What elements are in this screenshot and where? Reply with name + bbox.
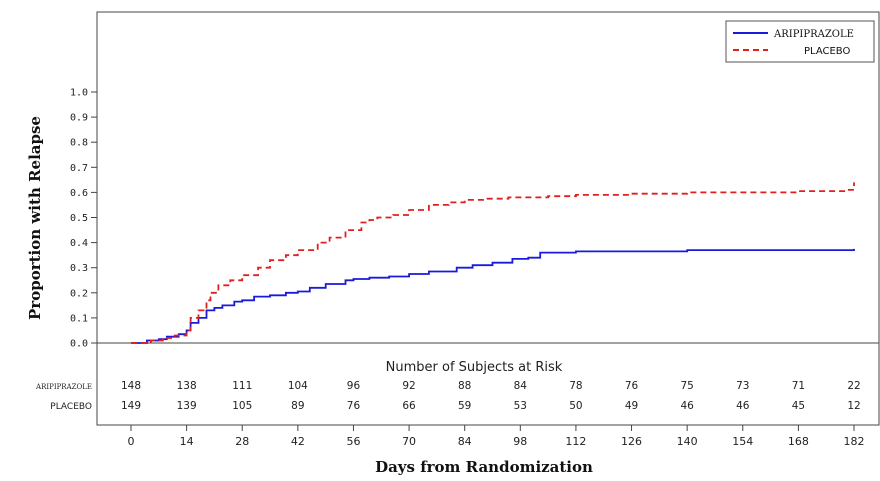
risk-count: 46: [736, 400, 750, 412]
risk-count: 49: [625, 400, 638, 412]
y-tick-label: 0.3: [70, 263, 88, 274]
y-tick-label: 0.5: [70, 213, 88, 224]
legend-box: [725, 20, 875, 63]
risk-count: 46: [680, 400, 694, 412]
x-tick-label: 140: [677, 435, 698, 448]
y-tick-label: 0.9: [70, 113, 88, 124]
y-tick-label: 1.0: [70, 88, 88, 99]
series-line-aripiprazole: [131, 248, 855, 344]
x-tick-label: 70: [402, 435, 416, 448]
plot-frame: [96, 11, 880, 426]
risk-count: 22: [847, 380, 860, 392]
y-tick-label: 0.8: [70, 138, 88, 149]
series-line-placebo: [131, 182, 855, 344]
x-tick-label: 168: [788, 435, 809, 448]
axes-layer: 0.0 0.1 0.2 0.3 0.4 0.5 0.6 0.7 0.8 0.9 1.0 0 14 28 42…: [35, 88, 864, 449]
x-tick-label: 0: [128, 435, 135, 448]
risk-count: 78: [569, 380, 582, 392]
risk-count: 104: [288, 380, 308, 392]
x-tick-label: 182: [844, 435, 865, 448]
risk-count: 66: [402, 400, 416, 412]
risk-count: 149: [121, 400, 141, 412]
x-tick-label: 28: [235, 435, 249, 448]
risk-count: 73: [736, 380, 749, 392]
risk-count: 92: [402, 380, 415, 392]
risk-count: 105: [232, 400, 252, 412]
risk-count: 53: [514, 400, 527, 412]
x-axis-label: Days from Randomization: [375, 458, 593, 476]
y-tick-label: 0.2: [70, 288, 88, 299]
risk-count: 84: [514, 380, 528, 392]
series-layer: [131, 182, 855, 344]
x-tick-label: 126: [621, 435, 642, 448]
risk-count: 76: [347, 400, 361, 412]
risk-count: 76: [625, 380, 639, 392]
risk-count: 71: [792, 380, 805, 392]
y-tick-label: 0.4: [70, 238, 88, 249]
risk-count: 50: [569, 400, 582, 412]
y-tick-label: 0.7: [70, 163, 88, 174]
x-tick-label: 112: [565, 435, 586, 448]
y-axis-label: Proportion with Relapse: [26, 116, 44, 320]
y-tick-label: 0.6: [70, 188, 88, 199]
legend: ARIPIPRAZOLE PLACEBO: [725, 20, 875, 63]
x-tick-label: 98: [513, 435, 527, 448]
x-tick-label: 14: [180, 435, 194, 448]
risk-count: 139: [177, 400, 197, 412]
risk-count: 111: [232, 380, 252, 392]
x-tick-label: 84: [458, 435, 472, 448]
legend-label-placebo: PLACEBO: [804, 46, 850, 57]
risk-count: 59: [458, 400, 471, 412]
risk-count: 96: [347, 380, 361, 392]
risk-count: 88: [458, 380, 471, 392]
y-tick-label: 0.1: [70, 313, 88, 324]
x-tick-label: 42: [291, 435, 305, 448]
risk-row-label: PLACEBO: [50, 402, 92, 412]
y-tick-label: 0.0: [70, 339, 88, 350]
x-tick-label: 154: [732, 435, 753, 448]
x-tick-label: 56: [346, 435, 360, 448]
risk-count: 45: [792, 400, 805, 412]
legend-label-aripiprazole: ARIPIPRAZOLE: [773, 29, 854, 40]
risk-count: 12: [847, 400, 860, 412]
risk-count: 148: [121, 380, 141, 392]
risk-count: 75: [680, 380, 693, 392]
risk-count: 89: [291, 400, 304, 412]
risk-row-label: ARIPIPRAZOLE: [35, 383, 92, 391]
risk-table-title: Number of Subjects at Risk: [386, 360, 563, 375]
risk-count: 138: [177, 380, 197, 392]
